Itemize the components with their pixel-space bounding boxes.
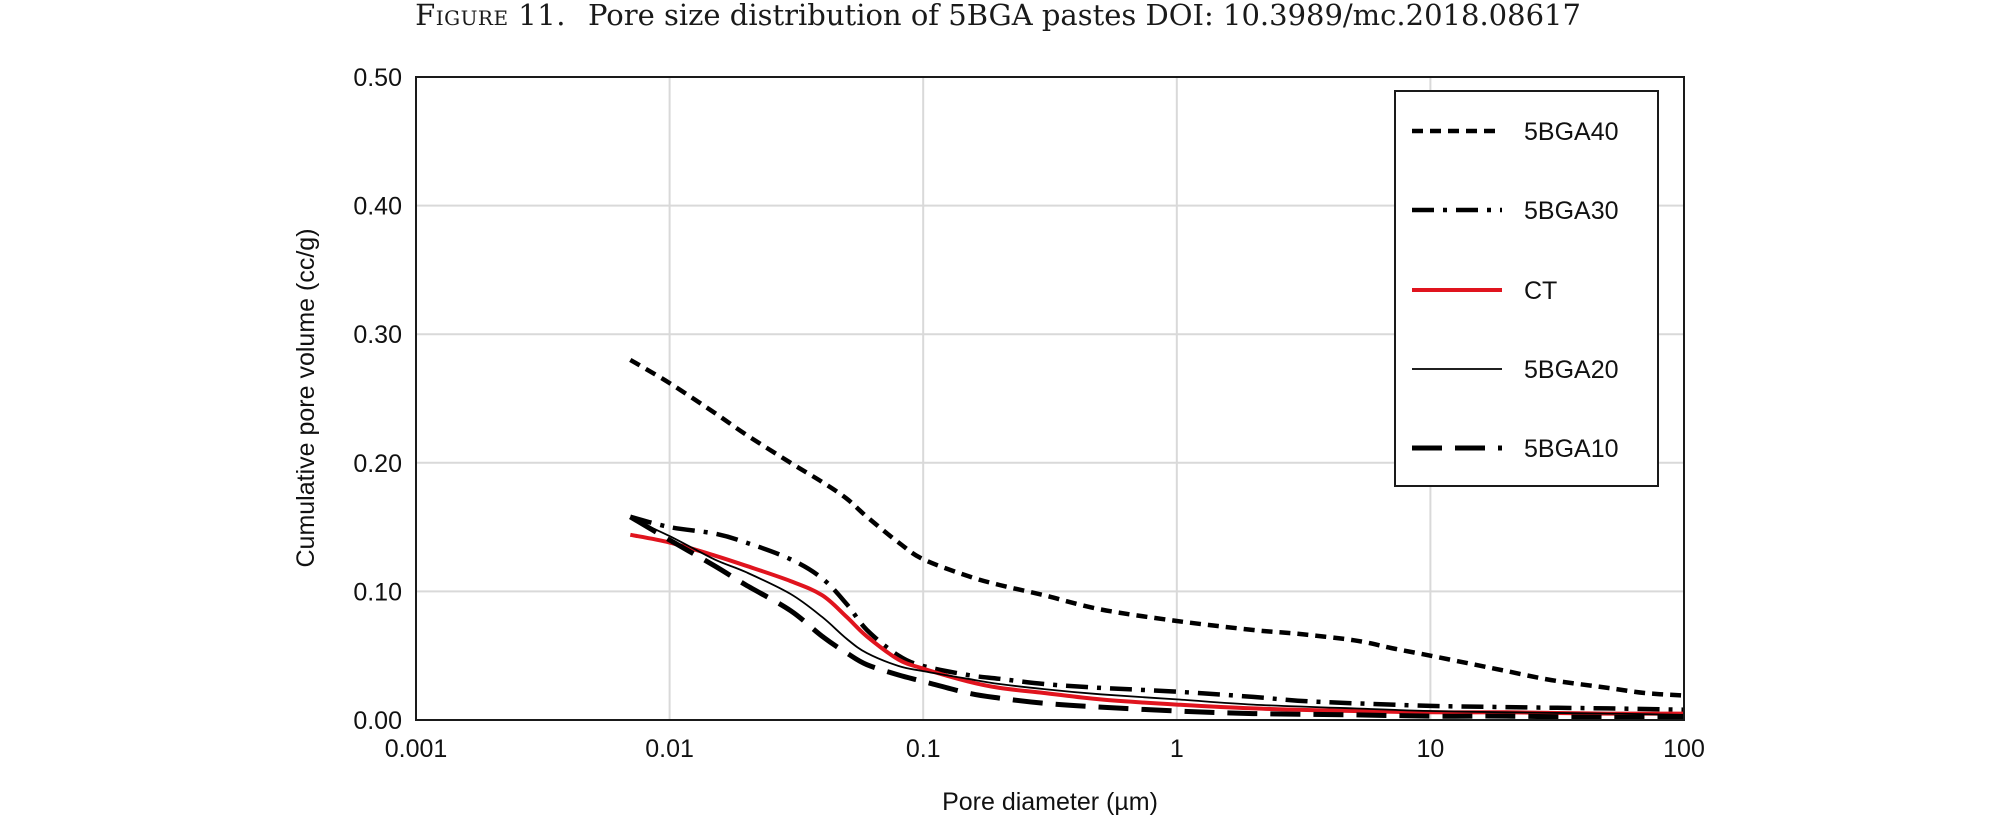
y-tick-label: 0.00 (353, 707, 402, 735)
x-tick-label: 100 (1663, 735, 1705, 763)
series-line-5bga30 (629, 514, 1684, 712)
series-line-ct (629, 532, 1684, 716)
x-tick-label: 0.001 (385, 735, 448, 763)
figure-caption-text: Pore size distribution of 5BGA pastes DO… (587, 0, 1581, 32)
x-tick-label: 1 (1170, 735, 1184, 763)
series-layer (629, 357, 1684, 720)
y-tick-label: 0.40 (353, 193, 402, 221)
y-tick-label: 0.20 (353, 450, 402, 478)
legend-label-5bga40: 5BGA40 (1524, 118, 1619, 146)
legend-label-5bga30: 5BGA30 (1524, 197, 1619, 225)
figure-label: Figure 11. (415, 0, 566, 32)
plot-frame (415, 76, 1685, 721)
legend-label-5bga10: 5BGA10 (1524, 435, 1619, 463)
x-tick-label: 10 (1416, 735, 1444, 763)
y-axis-label: Cumulative pore volume (cc/g) (292, 228, 320, 567)
x-tick-label: 0.01 (645, 735, 694, 763)
series-line-5bga10 (629, 514, 1684, 720)
series-line-5bga40 (629, 357, 1684, 698)
x-tick-label: 0.1 (906, 735, 941, 763)
figure-caption: Figure 11. Pore size distribution of 5BGA… (0, 0, 1996, 30)
legend: 5BGA40 5BGA30 CT 5BGA20 5BGA10 (1394, 90, 1659, 487)
y-tick-label: 0.30 (353, 321, 402, 349)
legend-items: 5BGA40 5BGA30 CT 5BGA20 5BGA10 (1412, 118, 1619, 463)
series-line-5bga20 (629, 517, 1684, 716)
tick-labels: 0.00 0.10 0.20 0.30 0.40 0.50 0.001 0.01 0.1 1 10 1… (353, 64, 1705, 763)
y-tick-label: 0.10 (353, 578, 402, 606)
legend-label-5bga20: 5BGA20 (1524, 356, 1619, 384)
x-axis-label: Pore diameter (µm) (942, 788, 1158, 816)
legend-label-ct: CT (1524, 277, 1557, 305)
y-tick-label: 0.50 (353, 64, 402, 92)
